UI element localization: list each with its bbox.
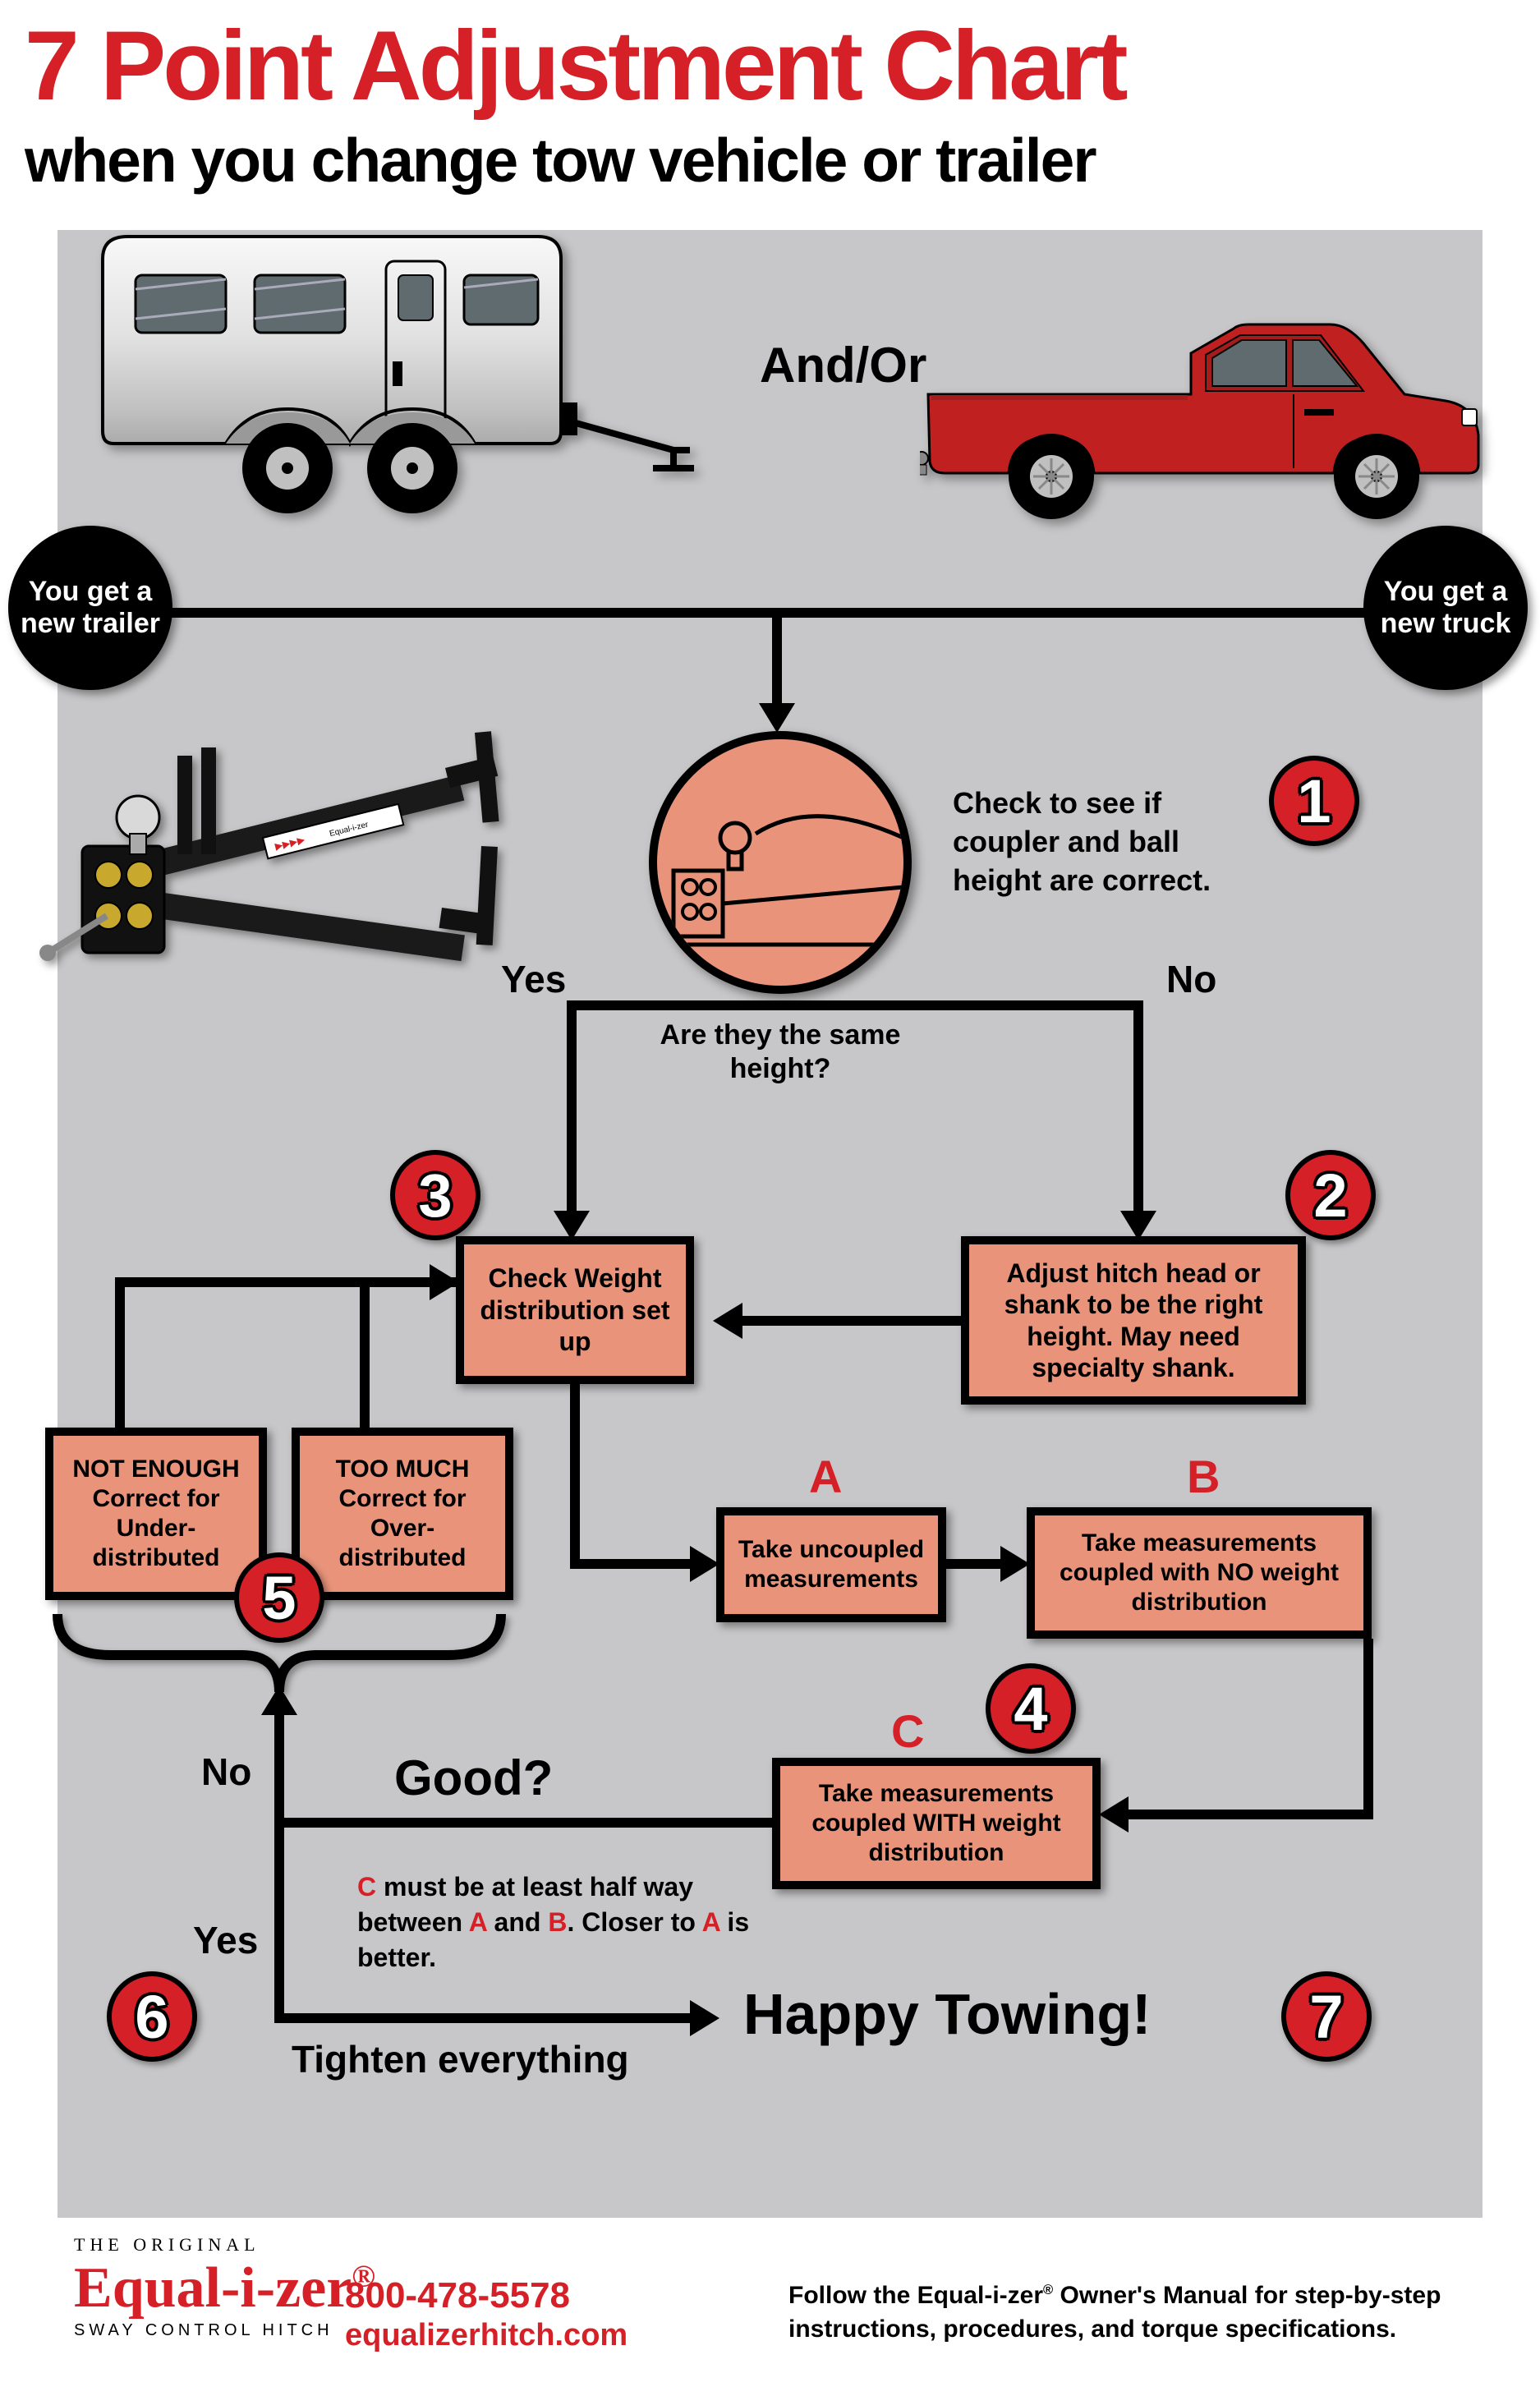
step-badge-2: 2 xyxy=(1285,1150,1376,1240)
start-bubble-trailer: You get a new trailer xyxy=(8,526,172,690)
box-B: Take measurements coupled with NO weight… xyxy=(1027,1507,1372,1639)
start-bubble-truck: You get a new truck xyxy=(1363,526,1528,690)
truck-illustration xyxy=(920,312,1487,542)
letter-C: C xyxy=(891,1704,924,1758)
step1-question: Are they the same height? xyxy=(657,1019,903,1086)
step1-yes-label: Yes xyxy=(501,957,566,1001)
box-C: Take measurements coupled WITH weight di… xyxy=(772,1758,1101,1889)
good-label: Good? xyxy=(394,1750,553,1806)
footer-logo: THE ORIGINAL Equal-i-zer® SWAY CONTROL H… xyxy=(74,2234,375,2340)
step7-label: Happy Towing! xyxy=(743,1981,1151,2047)
step1-circle xyxy=(649,731,912,994)
hint-A: A xyxy=(469,1907,487,1937)
footer-url: equalizerhitch.com xyxy=(345,2318,627,2353)
logo-main: Equal-i-zer® xyxy=(74,2256,375,2321)
hint-text: C must be at least half way between A an… xyxy=(357,1869,752,1976)
letter-A: A xyxy=(809,1450,842,1503)
page: 7 Point Adjustment Chart when you change… xyxy=(0,0,1540,2396)
letter-B: B xyxy=(1187,1450,1220,1503)
step-badge-3: 3 xyxy=(390,1150,480,1240)
step-badge-1: 1 xyxy=(1269,756,1359,846)
main-title: 7 Point Adjustment Chart xyxy=(25,16,1515,115)
hint-A2: A xyxy=(702,1907,720,1937)
step5-toomuch-box: TOO MUCH Correct for Over-distributed xyxy=(292,1428,513,1600)
step6-label: Tighten everything xyxy=(292,2037,629,2081)
good-no: No xyxy=(201,1750,251,1794)
subtitle: when you change tow vehicle or trailer xyxy=(25,125,1515,195)
hint-C: C xyxy=(357,1872,376,1902)
andor-label: And/Or xyxy=(760,337,926,393)
step-badge-4: 4 xyxy=(986,1663,1076,1754)
hint-t3: . Closer to xyxy=(567,1907,701,1937)
good-yes: Yes xyxy=(193,1918,258,1962)
footer-phone: 800-478-5578 xyxy=(345,2275,570,2316)
step5-notenough-box: NOT ENOUGH Correct for Under-distributed xyxy=(45,1428,267,1600)
step3-box: Check Weight distribution set up xyxy=(456,1236,694,1384)
hitch-illustration: ▶▶▶▶ Equal-i-zer xyxy=(33,723,567,1035)
box-A: Take uncoupled measurements xyxy=(716,1507,946,1622)
trailer-illustration xyxy=(82,230,706,526)
step1-no-label: No xyxy=(1166,957,1216,1001)
step-badge-7: 7 xyxy=(1281,1971,1372,2062)
hint-t2: and xyxy=(487,1907,549,1937)
step2-box: Adjust hitch head or shank to be the rig… xyxy=(961,1236,1306,1405)
step-badge-6: 6 xyxy=(107,1971,197,2062)
step1-text: Check to see if coupler and ball height … xyxy=(953,784,1232,899)
logo-top: THE ORIGINAL xyxy=(74,2234,375,2256)
logo-sub: SWAY CONTROL HITCH xyxy=(74,2321,375,2340)
footer-follow: Follow the Equal-i-zer® Owner's Manual f… xyxy=(788,2279,1470,2346)
hint-B: B xyxy=(548,1907,567,1937)
